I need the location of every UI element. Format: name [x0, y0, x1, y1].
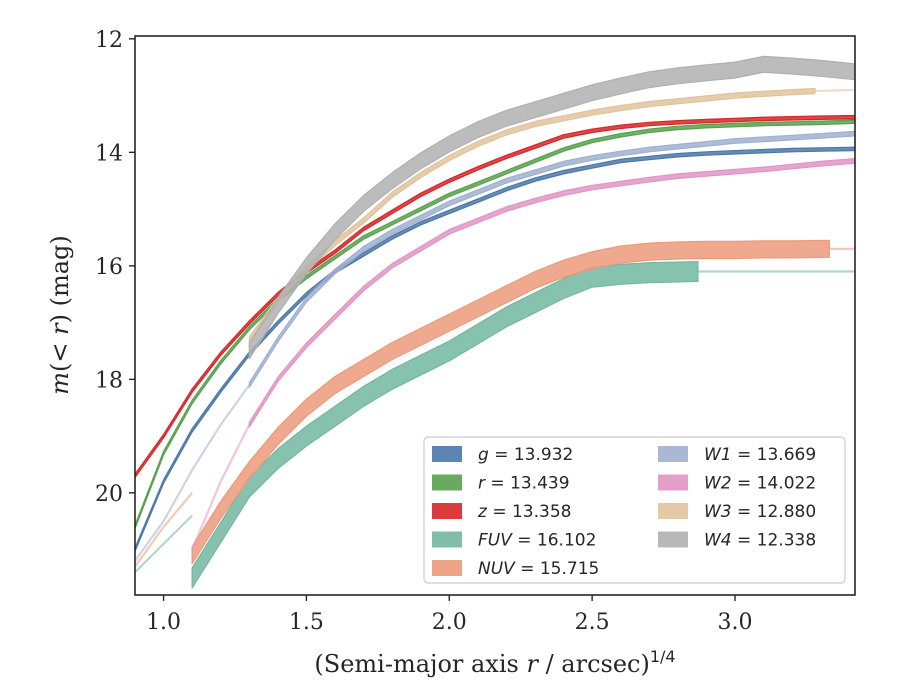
series-layer [135, 55, 855, 589]
series-g-band [135, 146, 855, 552]
legend-swatch-w1 [658, 446, 688, 462]
legend-label-w1: W1 = 13.669 [704, 445, 816, 465]
series-fuv-extension [135, 514, 193, 574]
series-w1-extension [135, 384, 251, 562]
legend-swatch-g [432, 446, 462, 462]
legend-label-z: z = 13.358 [477, 502, 571, 522]
legend-swatch-nuv [432, 560, 462, 576]
x-tick-label: 1.5 [289, 610, 324, 635]
legend-swatch-w3 [658, 503, 688, 519]
legend-label-w2: W2 = 14.022 [704, 474, 816, 494]
y-tick-label: 14 [95, 141, 123, 166]
y-axis-label: m(< r) (mag) [46, 235, 74, 395]
legend-swatch-w4 [658, 531, 688, 548]
ticks-layer: 1.0 1.5 2.0 2.5 3.0 12 14 16 18 20 [95, 28, 753, 635]
series-w4-band [248, 55, 855, 360]
series-w2-band [248, 158, 855, 428]
x-axis-label: (Semi-major axis r / arcsec)1/4 [314, 647, 675, 678]
x-tick-label: 3.0 [718, 610, 753, 635]
legend: g = 13.932 r = 13.439 z = 13.358 FUV = 16.1… [423, 436, 846, 584]
series-nuv-band [191, 239, 830, 565]
series-w1-band [248, 130, 855, 388]
series-z-band [135, 114, 855, 479]
y-tick-label: 18 [95, 368, 123, 393]
y-tick-label: 12 [95, 28, 123, 53]
legend-swatch-r [432, 474, 462, 491]
series-r-band [135, 119, 855, 530]
series-fuv-band [191, 261, 699, 589]
legend-label-fuv: FUV = 16.102 [478, 531, 596, 551]
legend-label-w3: W3 = 12.880 [704, 502, 816, 522]
legend-label-w4: W4 = 12.338 [704, 531, 816, 551]
series-nuv-extension [135, 492, 193, 568]
x-tick-label: 2.5 [575, 610, 610, 635]
legend-box [423, 436, 846, 584]
legend-label-r: r = 13.439 [478, 474, 570, 494]
series-w2-extension [191, 424, 251, 551]
legend-swatch-w2 [658, 474, 688, 491]
legend-label-g: g = 13.932 [478, 445, 573, 465]
x-tick-label: 2.0 [432, 610, 467, 635]
x-tick-label: 1.0 [146, 610, 181, 635]
legend-swatch-fuv [432, 531, 462, 548]
plot-frame [134, 35, 856, 596]
y-tick-label: 20 [95, 482, 123, 507]
y-tick-label: 16 [95, 255, 123, 280]
series-w3-band [248, 87, 816, 343]
legend-label-nuv: NUV = 15.715 [478, 559, 599, 579]
legend-swatch-z [432, 503, 462, 519]
series-w3-tail [814, 88, 855, 93]
